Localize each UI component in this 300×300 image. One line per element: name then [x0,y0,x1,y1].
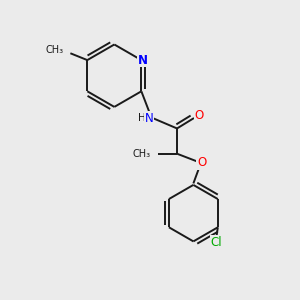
Text: CH₃: CH₃ [132,149,150,159]
Text: H: H [138,113,146,123]
Text: N: N [138,54,148,67]
Text: Cl: Cl [211,236,222,249]
Text: N: N [144,112,153,124]
Text: O: O [197,156,206,169]
Text: O: O [194,109,203,122]
Text: CH₃: CH₃ [45,45,64,55]
